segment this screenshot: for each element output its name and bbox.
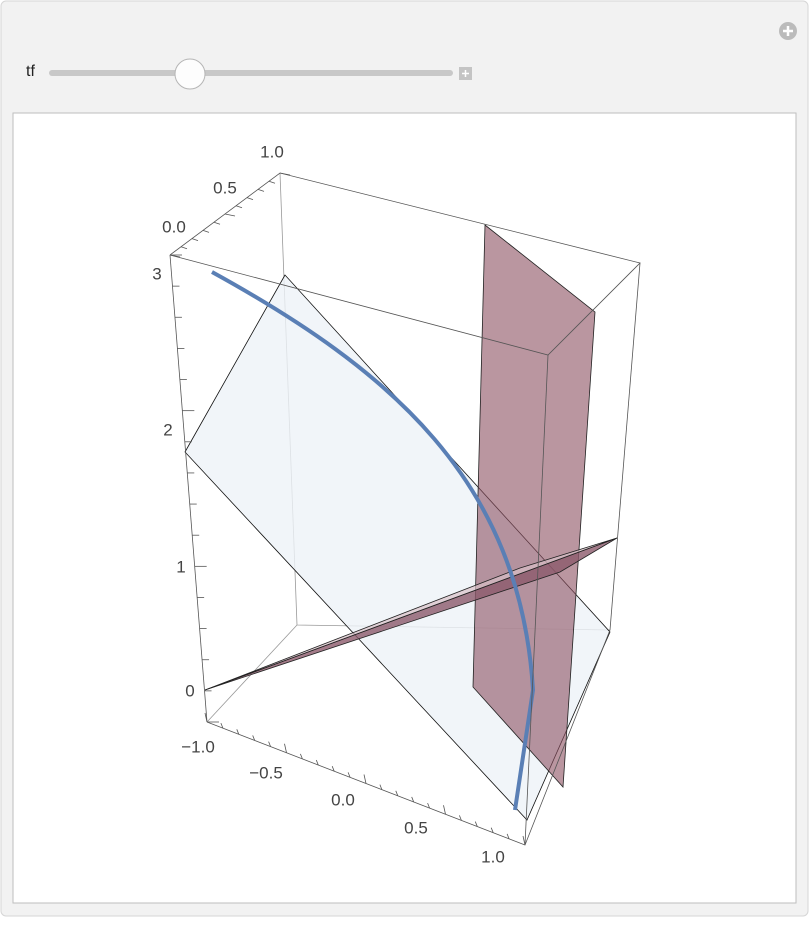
plot-3d [169,172,641,846]
axis-tick [213,221,221,225]
axis-tick [235,205,243,209]
depth-tick-label: 0.0 [162,217,186,236]
slider-knob[interactable] [174,58,206,90]
axis-tick [220,723,224,729]
front-tick-label: −1.0 [181,737,215,756]
depth-tick-label: 1.0 [260,142,284,161]
axis-tick [459,815,462,821]
axis-tick [204,712,208,723]
axis-tick [268,741,271,747]
axis-tick [474,821,478,827]
axis-tick [180,246,188,250]
control-label: tf [26,63,35,80]
front-tick-label: 1.0 [481,847,505,866]
axis-tick [236,729,240,735]
options-button-icon [783,26,793,36]
vertical-tick-label: 2 [163,420,172,439]
curve [211,270,536,811]
axis-tick [427,802,430,809]
axis-tick [246,197,254,200]
vertical-plane [472,224,596,788]
depth-tick-label: 0.5 [213,178,237,197]
axis-tick [315,759,319,766]
axis-tick [347,772,351,778]
axis-tick [363,774,367,784]
axis-tick [257,189,265,192]
front-tick-label: 0.5 [404,818,428,837]
axis-tick [395,790,399,796]
vertical-tick-label: 0 [185,681,194,700]
axis-tick [411,796,415,803]
axis-tick [506,833,510,839]
axis-tick [224,213,236,217]
axis-tick [202,230,210,233]
axis-tick [331,766,335,772]
axis-tick [268,180,276,184]
box-edge [169,254,208,723]
axis-tick [284,743,287,753]
axis-tick [443,805,446,815]
front-tick-label: −0.5 [249,763,283,782]
axis-tick [522,835,526,846]
axis-tick [169,254,181,258]
vertical-tick-label: 1 [176,557,185,576]
vertical-tick-label: 3 [152,264,161,283]
axis-tick [379,784,383,790]
axis-tick [490,827,494,833]
box-edge [609,262,641,631]
axis-tick [252,735,256,741]
axis-tick [191,238,199,241]
expand-icon [462,70,469,77]
box-edge [524,354,549,846]
axis-tick [300,753,303,760]
front-tick-label: 0.0 [331,790,355,809]
axis-tick [279,172,291,176]
